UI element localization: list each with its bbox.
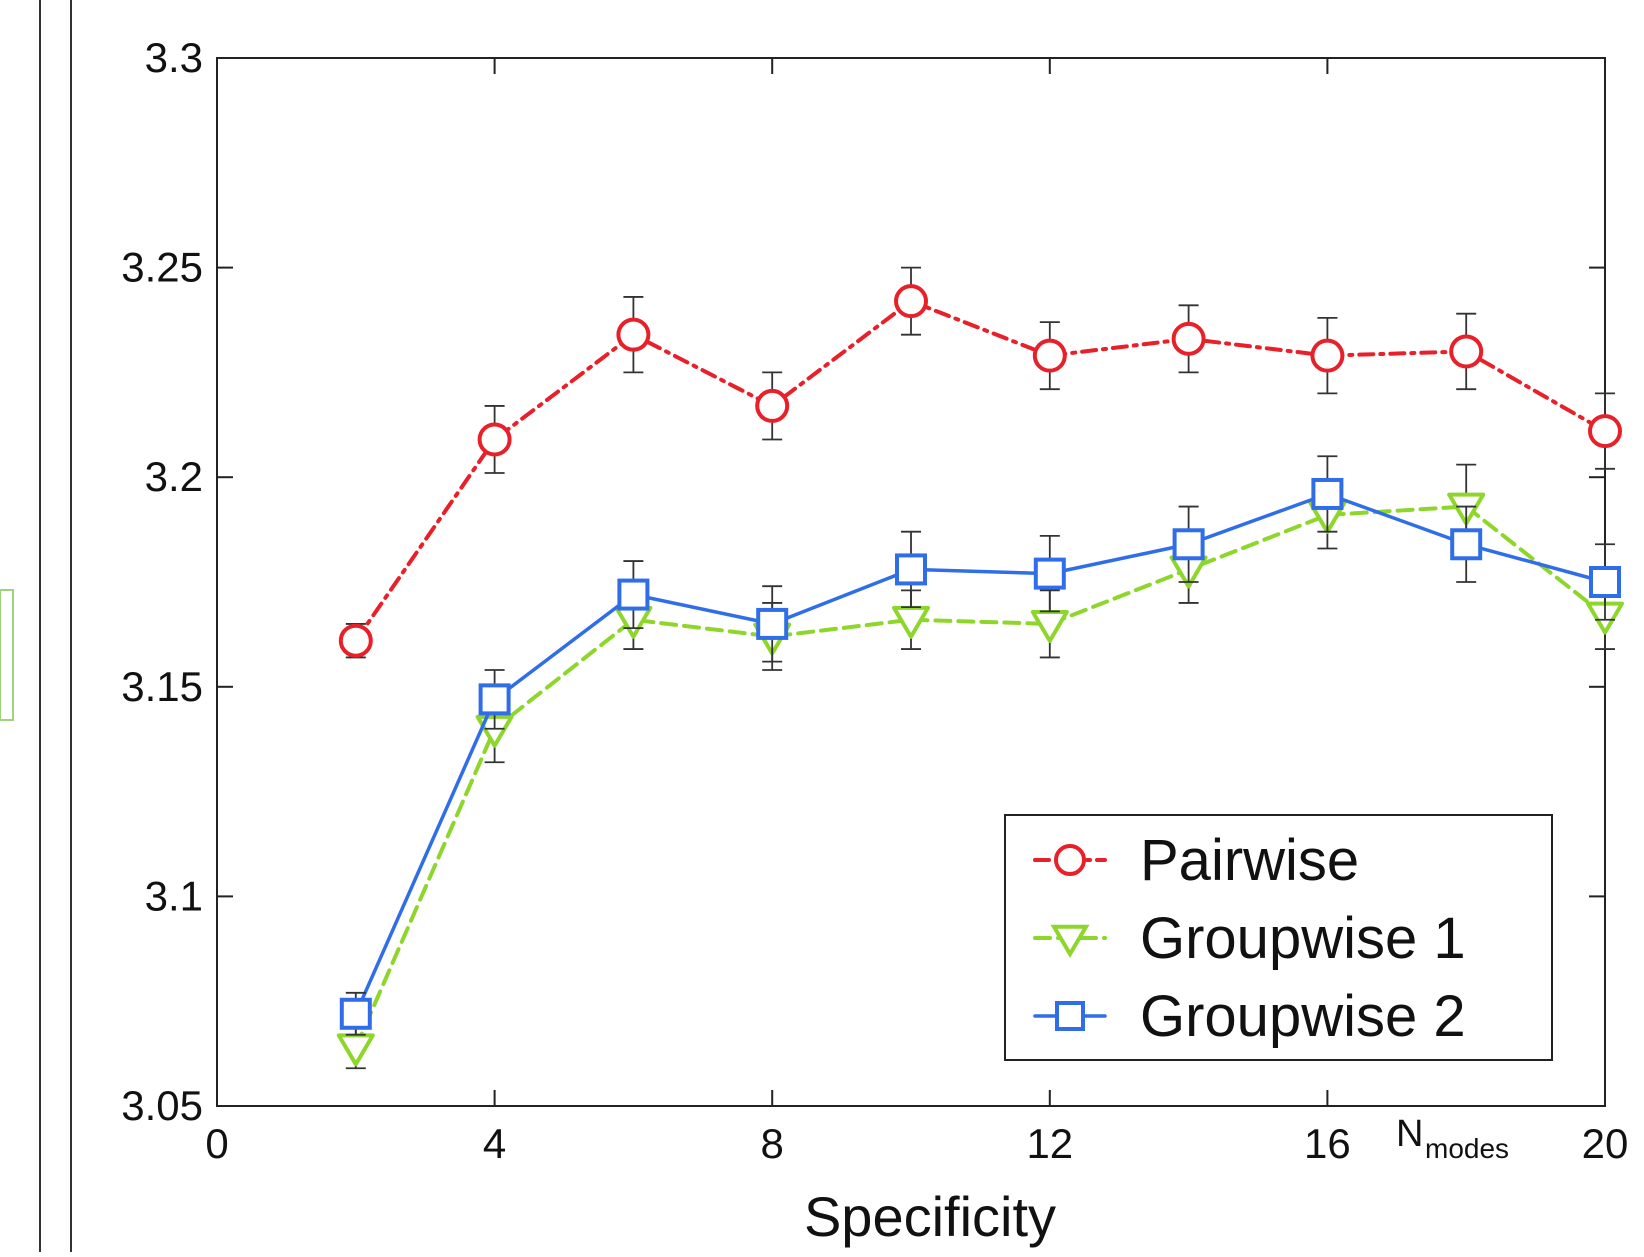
- x-axis-label: Specificity: [804, 1185, 1056, 1248]
- y-tick-label: 3.2: [145, 453, 203, 500]
- y-tick-label: 3.1: [145, 872, 203, 919]
- series-pairwise: [338, 266, 1622, 659]
- legend-item-groupwise-1: Groupwise 1: [1033, 906, 1466, 971]
- series-line: [354, 492, 1607, 1016]
- series-groupwise-2: [339, 455, 1621, 1036]
- x-axis-annotation-sub: modes: [1425, 1133, 1509, 1164]
- data-point-square: [617, 578, 650, 611]
- data-point-square: [756, 607, 789, 640]
- data-point-square: [895, 553, 927, 586]
- x-axis-annotation-main: N: [1396, 1113, 1423, 1155]
- data-point-square: [1311, 477, 1344, 510]
- data-point-circle: [1588, 414, 1622, 449]
- data-point-circle: [338, 623, 373, 658]
- data-point-circle: [755, 388, 790, 423]
- x-tick-label: 8: [761, 1120, 784, 1167]
- legend-marker-square: [1055, 1001, 1085, 1031]
- legend-marker-triangle: [1050, 924, 1090, 958]
- data-point-square: [1033, 557, 1066, 590]
- data-point-circle: [1310, 338, 1345, 373]
- y-tick-label: 3.15: [121, 663, 203, 710]
- data-point-square: [1450, 528, 1483, 561]
- legend: Pairwise Groupwise 1 Groupwise 2: [1004, 814, 1553, 1061]
- x-tick-label: 20: [1582, 1120, 1629, 1167]
- legend-label: Groupwise 2: [1140, 984, 1466, 1049]
- data-point-circle: [1449, 334, 1484, 369]
- y-tick-label: 3.05: [121, 1082, 203, 1129]
- data-point-circle: [1032, 338, 1067, 373]
- legend-marker-circle: [1054, 844, 1086, 876]
- x-axis-annotation: N modes: [1396, 1113, 1509, 1164]
- y-tick-label: 3.3: [145, 34, 203, 81]
- legend-item-pairwise: Pairwise: [1033, 828, 1359, 893]
- series-layer: [336, 266, 1624, 1070]
- series-line: [353, 504, 1607, 1050]
- x-tick-label: 16: [1304, 1120, 1351, 1167]
- series-line: [353, 299, 1607, 643]
- data-point-square: [1172, 528, 1205, 561]
- legend-label: Groupwise 1: [1140, 906, 1466, 971]
- axes: 3.05 3.1 3.15 3.2 3.25 3.3 0 4 8 12 16 20: [121, 34, 1628, 1167]
- data-point-circle: [894, 284, 928, 319]
- page-decorations: [0, 0, 72, 1252]
- data-point-square: [339, 997, 372, 1030]
- left-page-fragment-box: [0, 589, 14, 721]
- x-tick-label: 12: [1026, 1120, 1073, 1167]
- data-point-circle: [1171, 321, 1206, 356]
- data-point-square: [478, 683, 511, 716]
- legend-label: Pairwise: [1140, 828, 1359, 893]
- data-point-square: [1589, 566, 1621, 598]
- y-tick-label: 3.25: [121, 244, 203, 291]
- data-point-circle: [477, 422, 512, 457]
- x-tick-label: 4: [483, 1120, 506, 1167]
- legend-item-groupwise-2: Groupwise 2: [1033, 984, 1466, 1049]
- x-tick-label: 0: [205, 1120, 228, 1167]
- data-point-circle: [616, 317, 651, 352]
